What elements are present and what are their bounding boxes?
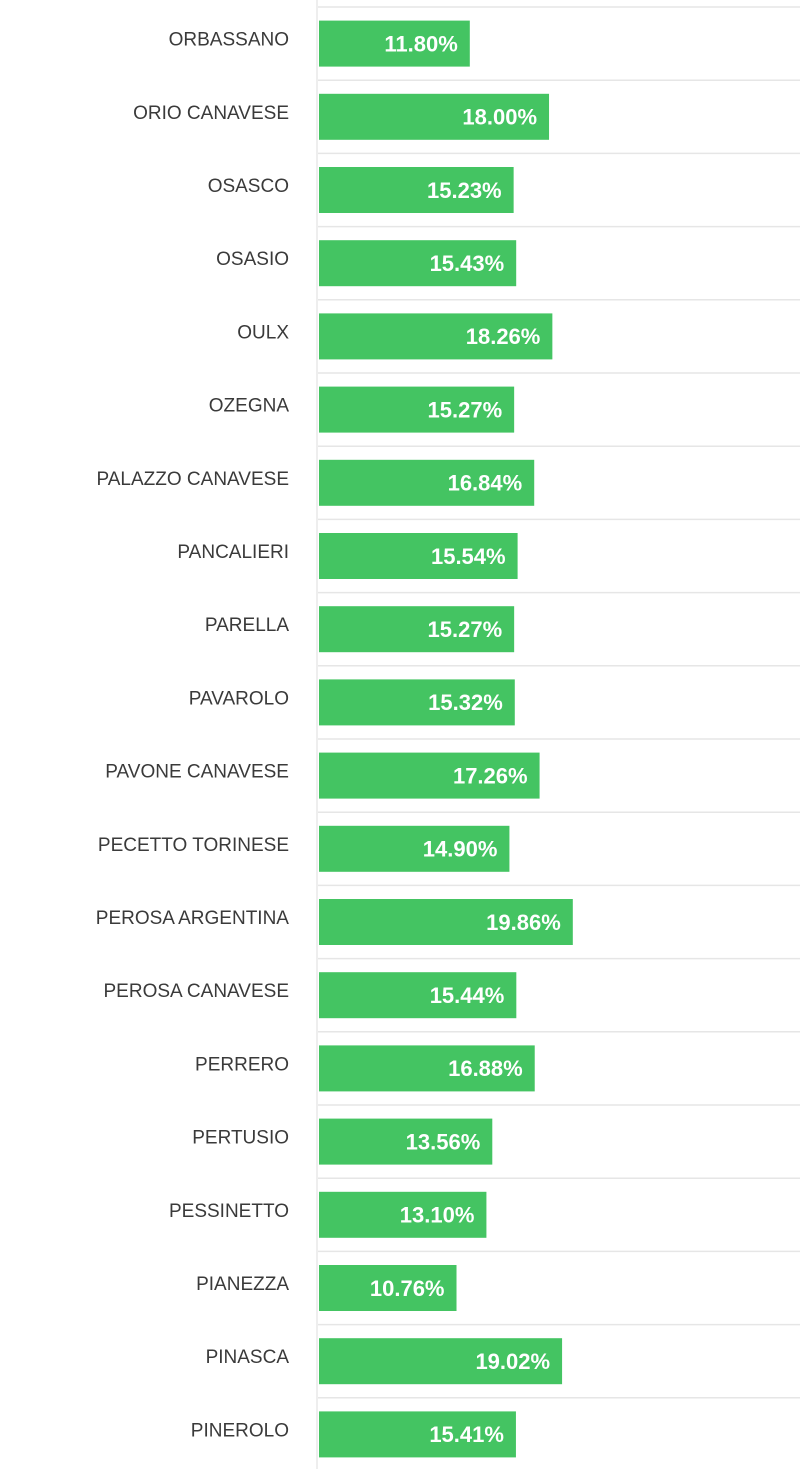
bar[interactable] bbox=[319, 1191, 487, 1238]
value-label: 18.26% bbox=[466, 324, 541, 349]
category-label: OULX bbox=[237, 322, 289, 343]
bar[interactable] bbox=[319, 459, 535, 506]
bar[interactable] bbox=[319, 752, 540, 799]
bar[interactable] bbox=[319, 1045, 535, 1092]
value-label: 15.41% bbox=[429, 1422, 504, 1447]
category-label: PEROSA CANAVESE bbox=[104, 981, 290, 1002]
bar[interactable] bbox=[319, 167, 514, 213]
category-label: PALAZZO CANAVESE bbox=[96, 469, 289, 490]
value-label: 16.84% bbox=[448, 471, 523, 496]
category-label: PERRERO bbox=[195, 1054, 289, 1075]
category-label: PANCALIERI bbox=[177, 542, 289, 563]
bar[interactable] bbox=[319, 972, 517, 1019]
bar[interactable] bbox=[319, 386, 515, 433]
category-label: ORIO CANAVESE bbox=[133, 103, 289, 124]
category-label: ORBASSANO bbox=[169, 30, 289, 51]
bar[interactable] bbox=[319, 1338, 563, 1385]
bar[interactable] bbox=[319, 93, 550, 140]
value-label: 13.56% bbox=[406, 1129, 481, 1154]
category-label: PAVONE CANAVESE bbox=[105, 762, 289, 783]
category-label: OZEGNA bbox=[209, 396, 290, 417]
value-label: 14.90% bbox=[423, 837, 498, 862]
category-label: PESSINETTO bbox=[169, 1201, 289, 1222]
bar[interactable] bbox=[319, 825, 510, 872]
value-label: 15.27% bbox=[428, 397, 503, 422]
category-label: PERTUSIO bbox=[192, 1128, 289, 1149]
value-label: 15.32% bbox=[428, 690, 503, 715]
value-label: 15.54% bbox=[431, 544, 506, 569]
value-label: 19.86% bbox=[486, 910, 561, 935]
value-label: 15.23% bbox=[427, 178, 502, 203]
bar[interactable] bbox=[319, 1118, 493, 1165]
bar[interactable] bbox=[319, 899, 573, 945]
value-label: 19.02% bbox=[475, 1349, 550, 1374]
value-label: 13.10% bbox=[400, 1203, 475, 1228]
category-label: OSASIO bbox=[216, 249, 289, 270]
bar[interactable] bbox=[319, 606, 515, 653]
value-label: 16.88% bbox=[448, 1056, 523, 1081]
bar[interactable] bbox=[319, 240, 517, 287]
value-label: 10.76% bbox=[370, 1276, 445, 1301]
category-label: PAVAROLO bbox=[189, 688, 289, 709]
category-label: OSASCO bbox=[208, 176, 289, 197]
category-label: PECETTO TORINESE bbox=[98, 835, 289, 856]
value-label: 15.27% bbox=[428, 617, 503, 642]
bar[interactable] bbox=[319, 533, 518, 579]
category-label: PIANEZZA bbox=[196, 1274, 289, 1295]
value-label: 18.00% bbox=[462, 105, 537, 130]
bar[interactable] bbox=[319, 20, 470, 67]
bar[interactable] bbox=[319, 1411, 516, 1458]
value-label: 17.26% bbox=[453, 763, 528, 788]
value-label: 11.80% bbox=[384, 31, 457, 56]
category-label: PINASCA bbox=[206, 1347, 290, 1368]
category-label: PEROSA ARGENTINA bbox=[96, 908, 290, 929]
value-label: 15.43% bbox=[430, 251, 505, 276]
bar[interactable] bbox=[319, 313, 553, 360]
bar[interactable] bbox=[319, 679, 515, 726]
value-label: 15.44% bbox=[430, 983, 505, 1008]
category-label: PARELLA bbox=[205, 615, 289, 636]
category-label: PINEROLO bbox=[191, 1420, 289, 1441]
bar[interactable] bbox=[319, 1265, 457, 1311]
